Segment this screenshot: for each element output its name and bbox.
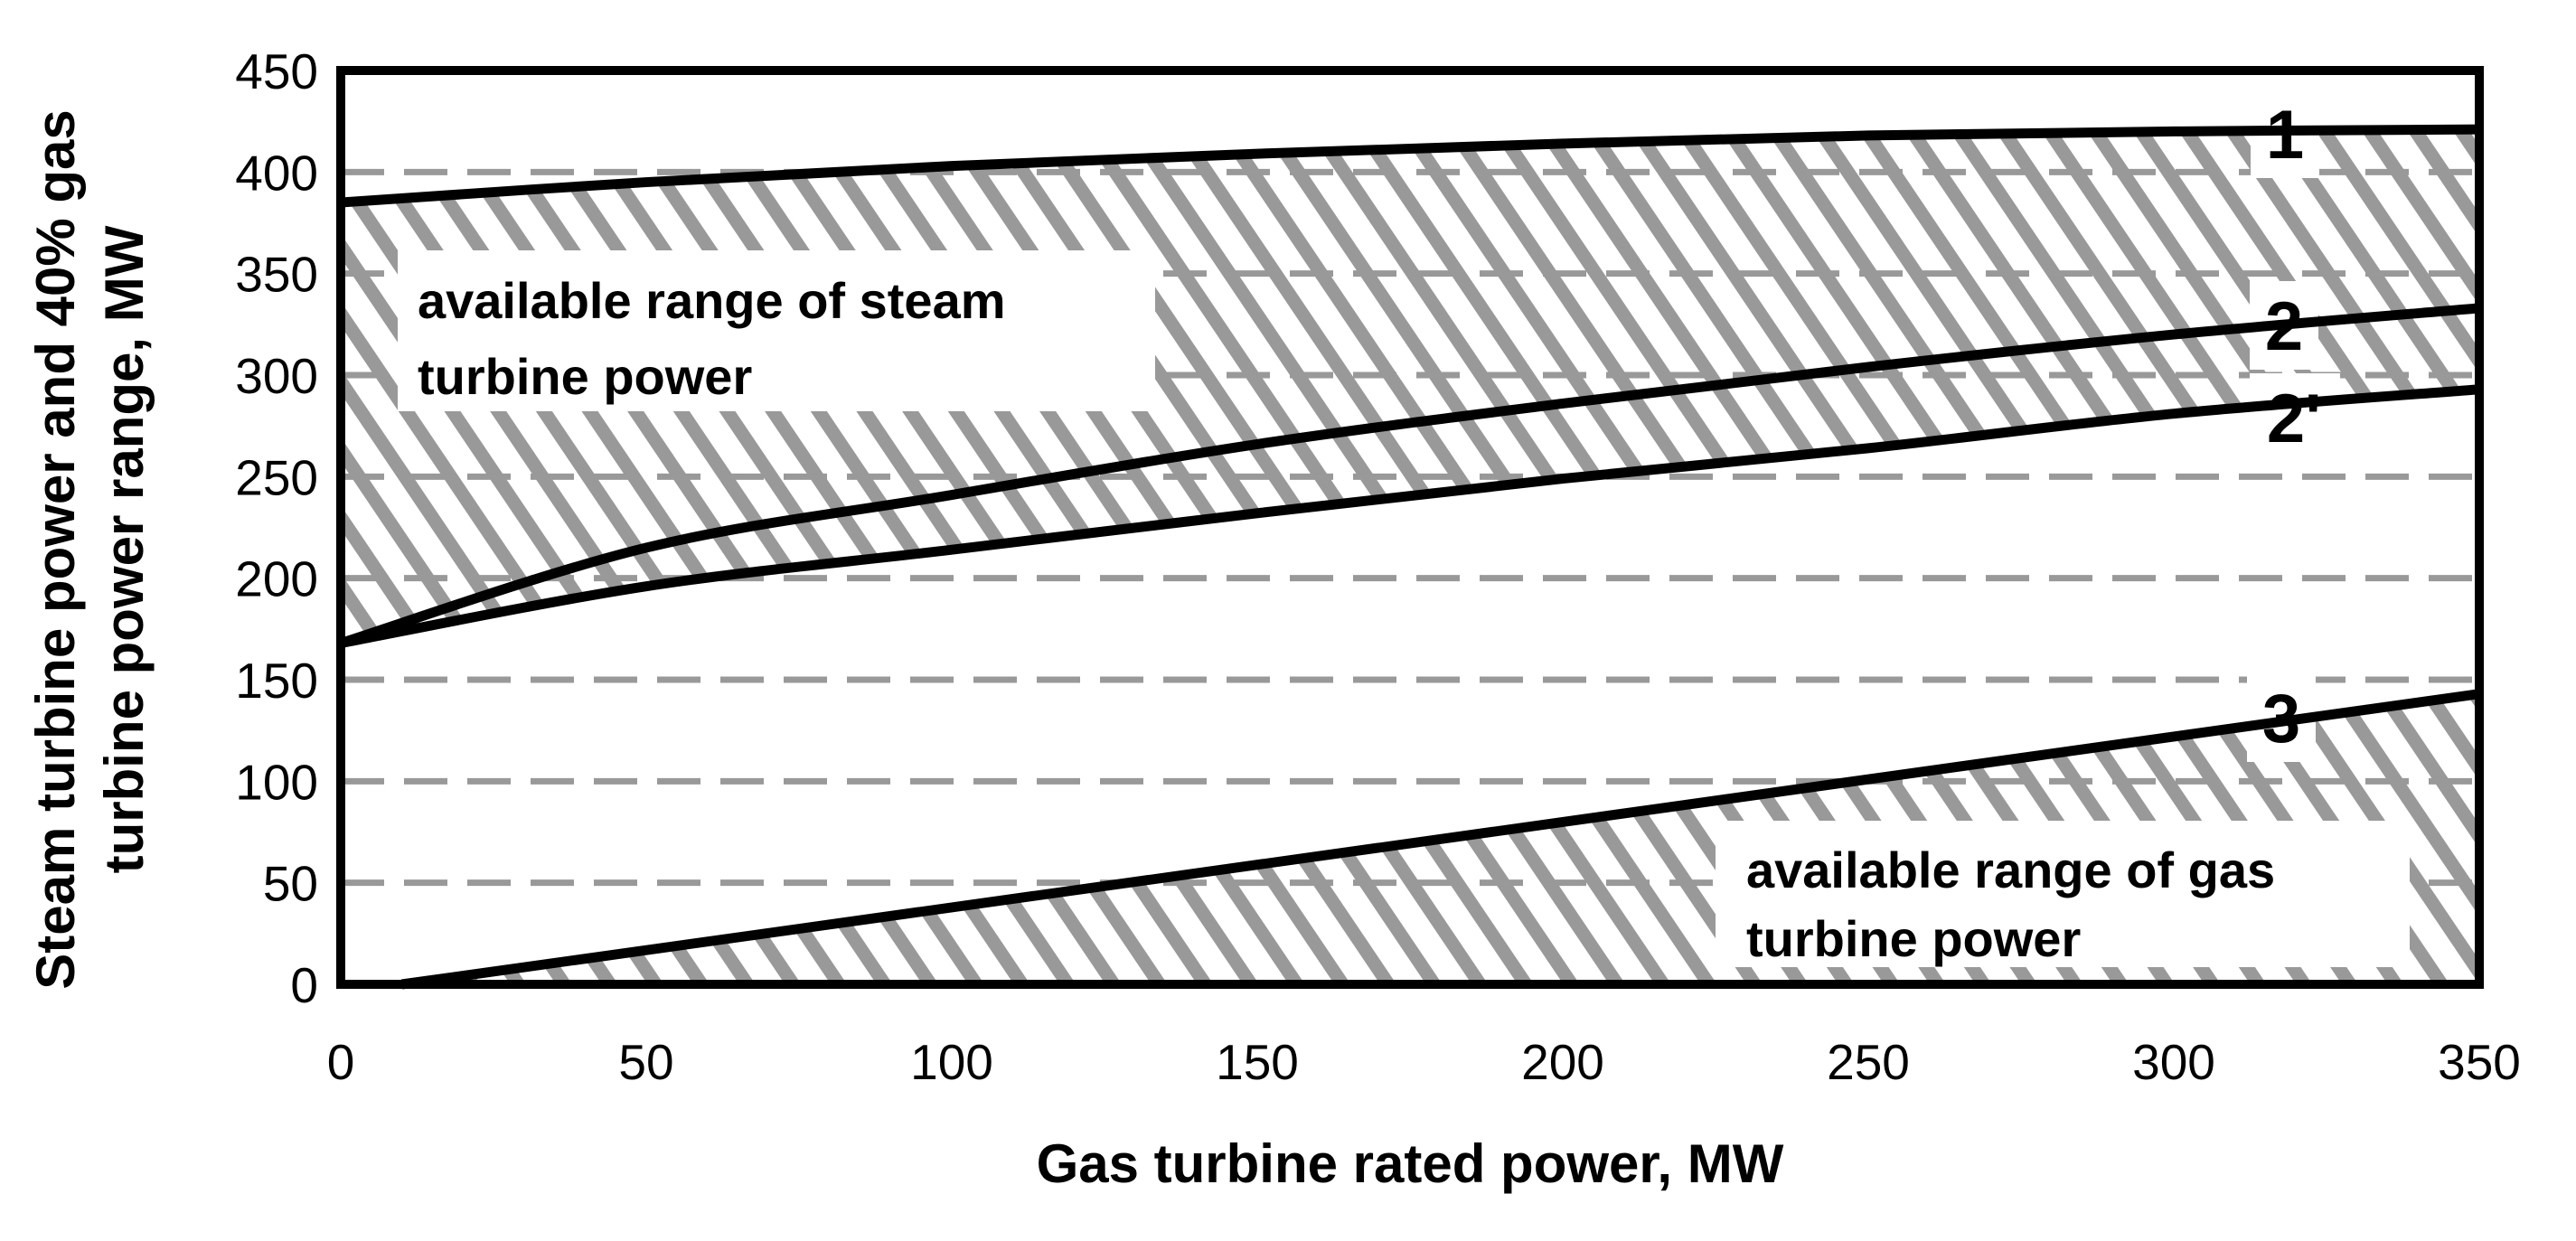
curve-label-1: 1 [2266,97,2304,174]
chart-generated-layers: available range of steam turbine power ava… [235,43,2521,1090]
y-axis-title-line2: turbine power range, MW [94,225,155,873]
y-tick-label-250: 250 [235,449,318,505]
curve-label-2: 2 [2265,288,2303,365]
steam-range-label-line2: turbine power [418,348,752,405]
plot-border [336,66,2484,989]
y-tick-label-400: 400 [235,145,318,201]
y-tick-label-450: 450 [235,43,318,99]
x-tick-label-150: 150 [1216,1034,1299,1090]
y-tick-label-50: 50 [263,856,318,912]
x-tick-label-200: 200 [1521,1034,1604,1090]
steam-range-label-line1: available range of steam [418,272,1006,329]
gas-range-label-line2: turbine power [1746,910,2081,967]
curve-2-line [339,303,2480,648]
gas-range-label-box [1716,821,2410,967]
y-tick-label-100: 100 [235,754,318,810]
x-tick-label-350: 350 [2438,1034,2521,1090]
x-tick-label-100: 100 [910,1034,993,1090]
curve-2p-line [339,384,2480,648]
y-tick-label-300: 300 [235,348,318,404]
y-tick-label-200: 200 [235,551,318,607]
curve-label-2': 2' [2267,381,2321,457]
curve-3-line [400,689,2480,990]
steam-range-label-box [398,250,1155,411]
y-tick-label-350: 350 [235,247,318,303]
curve-label-box-2' [2250,373,2340,462]
curve-label-3: 3 [2262,681,2300,757]
curve-1-line [340,124,2480,208]
y-tick-label-150: 150 [235,653,318,709]
y-tick-label-0: 0 [290,957,318,1013]
x-tick-label-300: 300 [2132,1034,2215,1090]
x-tick-label-50: 50 [618,1034,673,1090]
x-tick-label-0: 0 [327,1034,355,1090]
gas-range-label-line1: available range of gas [1746,841,2275,898]
x-tick-label-250: 250 [1827,1034,1910,1090]
x-axis-title: Gas turbine rated power, MW [1037,1133,1784,1194]
y-axis-title-line1: Steam turbine power and 40% gas [25,109,86,990]
